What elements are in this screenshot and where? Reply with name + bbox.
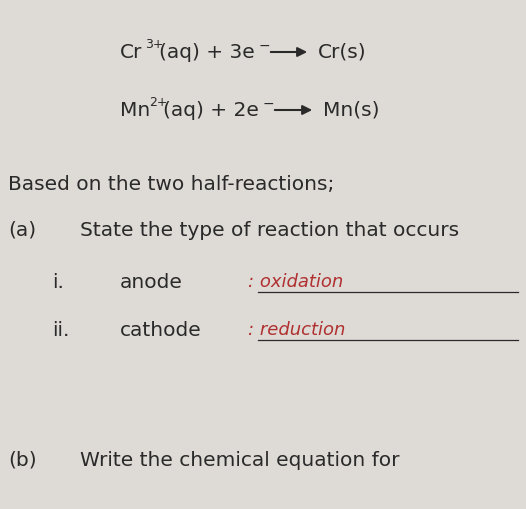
Text: 3+: 3+ <box>145 38 164 50</box>
Text: (aq) + 3e: (aq) + 3e <box>159 42 255 62</box>
Text: Mn(s): Mn(s) <box>323 100 379 120</box>
Text: State the type of reaction that occurs: State the type of reaction that occurs <box>80 220 459 240</box>
Text: anode: anode <box>120 272 183 292</box>
Text: Cr: Cr <box>120 42 143 62</box>
Text: 2+: 2+ <box>149 96 167 108</box>
Text: : reduction: : reduction <box>248 321 346 339</box>
Text: Mn: Mn <box>120 100 150 120</box>
Text: (aq) + 2e: (aq) + 2e <box>163 100 259 120</box>
Text: (b): (b) <box>8 450 37 469</box>
Text: Cr(s): Cr(s) <box>318 42 367 62</box>
Text: (a): (a) <box>8 220 36 240</box>
Text: i.: i. <box>52 272 64 292</box>
Text: −: − <box>263 97 275 111</box>
Text: cathode: cathode <box>120 321 202 340</box>
Text: Write the chemical equation for: Write the chemical equation for <box>80 450 400 469</box>
Text: −: − <box>259 39 270 53</box>
Text: Based on the two half-reactions;: Based on the two half-reactions; <box>8 176 335 194</box>
Text: : oxidation: : oxidation <box>248 273 343 291</box>
Text: ii.: ii. <box>52 321 69 340</box>
